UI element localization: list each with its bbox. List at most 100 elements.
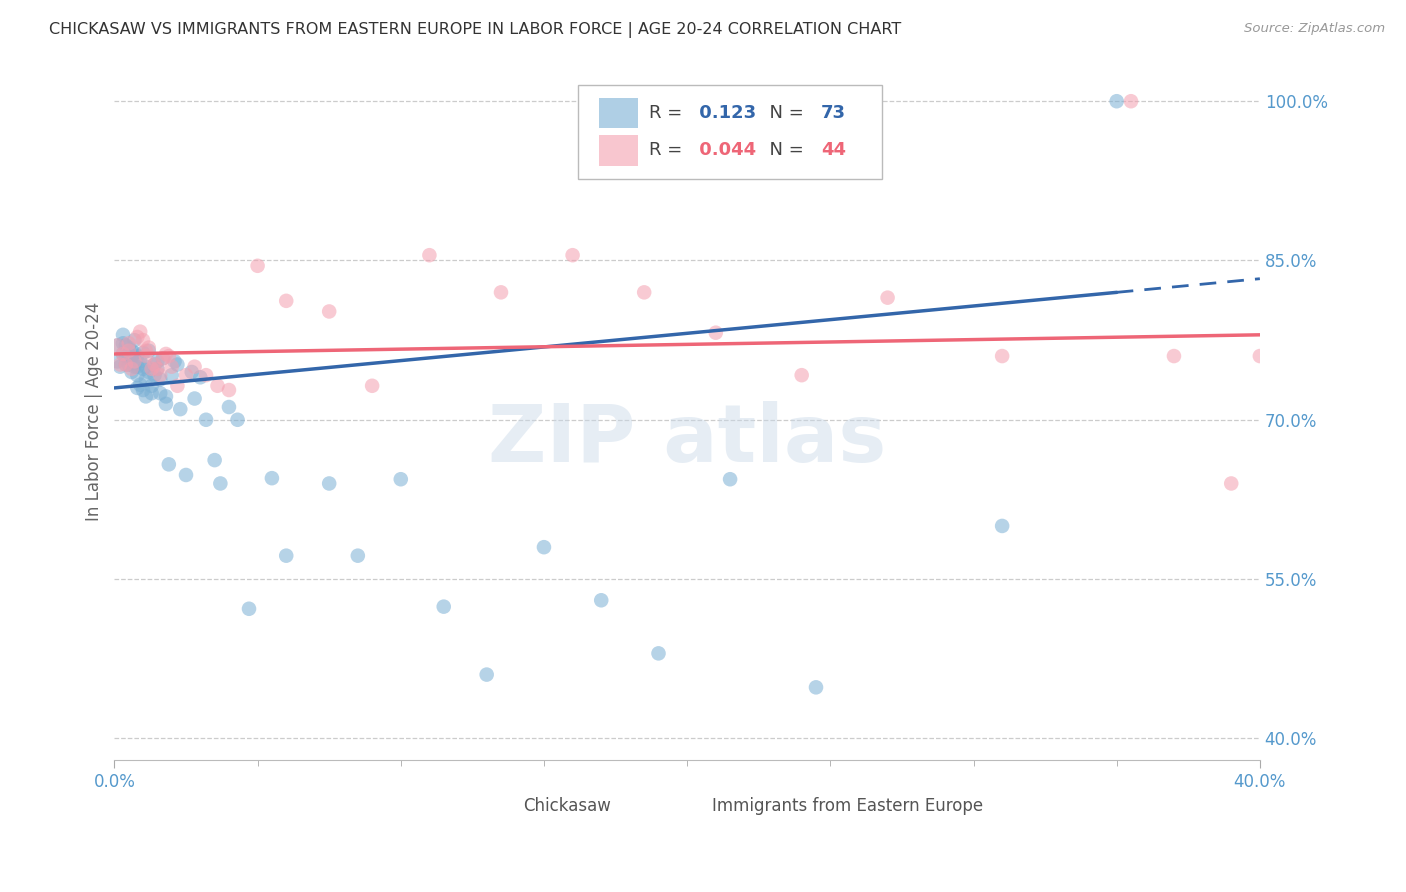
Point bbox=[132, 333, 155, 347]
Point bbox=[157, 349, 180, 363]
Point bbox=[129, 377, 152, 392]
Point bbox=[209, 476, 232, 491]
Point bbox=[143, 358, 166, 372]
Point bbox=[111, 336, 134, 351]
Point bbox=[155, 347, 177, 361]
Text: Source: ZipAtlas.com: Source: ZipAtlas.com bbox=[1244, 22, 1385, 36]
Point bbox=[118, 336, 141, 351]
Point bbox=[174, 467, 197, 482]
Point bbox=[226, 413, 249, 427]
Point bbox=[146, 361, 169, 376]
Point bbox=[124, 333, 146, 347]
Text: ZIP atlas: ZIP atlas bbox=[488, 401, 886, 479]
Point bbox=[183, 359, 205, 374]
Text: 44: 44 bbox=[821, 142, 846, 160]
Point bbox=[121, 361, 143, 376]
Point bbox=[166, 358, 188, 372]
Point bbox=[105, 338, 128, 352]
Point bbox=[475, 667, 498, 681]
Point bbox=[129, 354, 152, 368]
Point bbox=[138, 343, 160, 358]
FancyBboxPatch shape bbox=[599, 136, 638, 166]
Point bbox=[127, 368, 149, 383]
Point bbox=[389, 472, 412, 486]
Point bbox=[141, 378, 163, 392]
Point bbox=[135, 372, 157, 386]
Point bbox=[105, 354, 128, 368]
Point bbox=[155, 389, 177, 403]
Point bbox=[1163, 349, 1185, 363]
Point bbox=[146, 361, 169, 376]
Point bbox=[132, 361, 155, 376]
Point bbox=[127, 381, 149, 395]
Point bbox=[135, 389, 157, 403]
Point bbox=[318, 476, 340, 491]
Text: 0.044: 0.044 bbox=[693, 142, 756, 160]
Point bbox=[704, 326, 727, 340]
Point bbox=[124, 354, 146, 368]
Point bbox=[124, 346, 146, 360]
Point bbox=[195, 368, 218, 383]
Point bbox=[260, 471, 283, 485]
Point bbox=[1119, 94, 1142, 108]
Point bbox=[105, 338, 128, 352]
Point bbox=[132, 383, 155, 397]
Point bbox=[143, 358, 166, 372]
Text: Immigrants from Eastern Europe: Immigrants from Eastern Europe bbox=[713, 797, 983, 815]
Point bbox=[143, 368, 166, 383]
Point bbox=[152, 351, 174, 366]
Point bbox=[135, 349, 157, 363]
Point bbox=[1105, 94, 1128, 108]
Text: 0.123: 0.123 bbox=[693, 103, 756, 122]
Point bbox=[108, 359, 131, 374]
Point bbox=[218, 383, 240, 397]
FancyBboxPatch shape bbox=[657, 793, 704, 820]
Text: 73: 73 bbox=[821, 103, 846, 122]
Point bbox=[141, 361, 163, 376]
Point bbox=[160, 368, 183, 383]
Point bbox=[418, 248, 440, 262]
Text: R =: R = bbox=[650, 142, 689, 160]
Point bbox=[135, 359, 157, 374]
Point bbox=[118, 341, 141, 355]
Point bbox=[121, 349, 143, 363]
Point bbox=[115, 338, 138, 352]
Point bbox=[157, 458, 180, 472]
Point bbox=[118, 351, 141, 366]
Point bbox=[111, 347, 134, 361]
Point bbox=[124, 359, 146, 374]
Point bbox=[121, 365, 143, 379]
Point bbox=[361, 378, 384, 392]
Point bbox=[127, 359, 149, 374]
Point bbox=[276, 293, 298, 308]
Text: N =: N = bbox=[758, 103, 810, 122]
Point bbox=[149, 372, 172, 386]
Point bbox=[127, 349, 149, 363]
Text: R =: R = bbox=[650, 103, 689, 122]
Point bbox=[180, 365, 202, 379]
Point bbox=[138, 341, 160, 355]
Point bbox=[121, 343, 143, 358]
Point bbox=[149, 386, 172, 401]
Point bbox=[152, 351, 174, 366]
Point bbox=[149, 368, 172, 383]
Point bbox=[1220, 476, 1243, 491]
Point bbox=[561, 248, 583, 262]
Point bbox=[174, 368, 197, 383]
Point bbox=[138, 365, 160, 379]
Point bbox=[160, 359, 183, 374]
Point bbox=[195, 413, 218, 427]
Point bbox=[118, 343, 141, 358]
Point bbox=[183, 392, 205, 406]
Text: CHICKASAW VS IMMIGRANTS FROM EASTERN EUROPE IN LABOR FORCE | AGE 20-24 CORRELATI: CHICKASAW VS IMMIGRANTS FROM EASTERN EUR… bbox=[49, 22, 901, 38]
Point bbox=[115, 358, 138, 372]
Point bbox=[207, 378, 229, 392]
Text: N =: N = bbox=[758, 142, 810, 160]
Point bbox=[127, 330, 149, 344]
Point bbox=[318, 304, 340, 318]
Point bbox=[111, 347, 134, 361]
Point bbox=[118, 358, 141, 372]
Point bbox=[204, 453, 226, 467]
Point bbox=[876, 291, 898, 305]
Text: Chickasaw: Chickasaw bbox=[523, 797, 612, 815]
